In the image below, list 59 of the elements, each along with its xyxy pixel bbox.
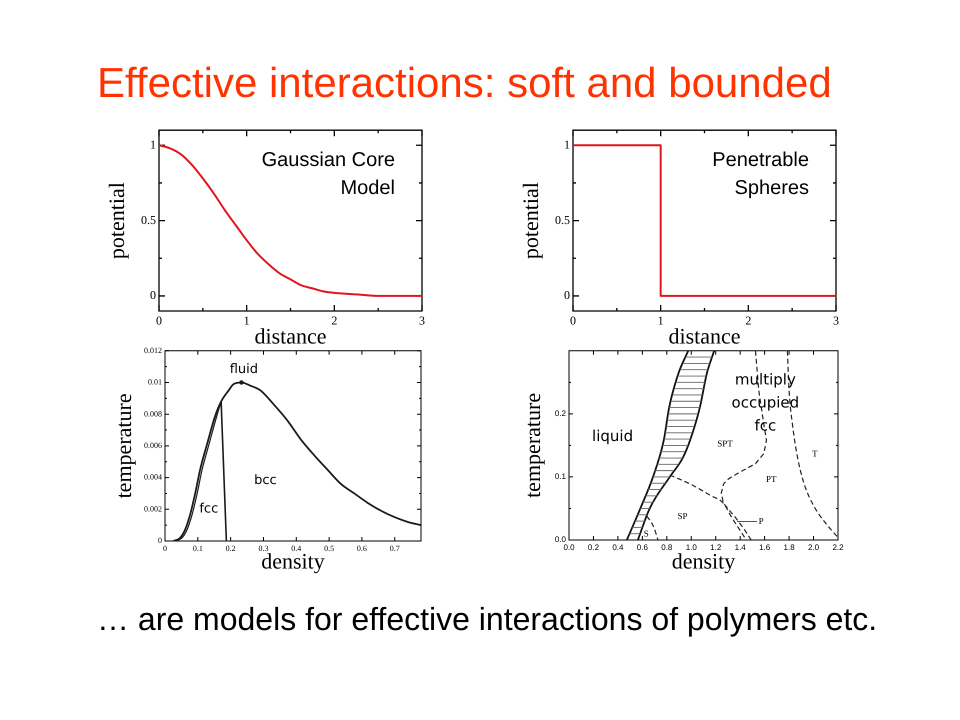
annotation: fcc (199, 502, 218, 517)
annotation: P (758, 516, 764, 526)
y-tick-label: 0.1 (554, 472, 567, 482)
annotation: fluid (230, 362, 258, 378)
x-tick-label: 2 (331, 313, 338, 328)
x-tick-label: 0.5 (324, 544, 334, 553)
x-axis-title: distance (254, 324, 327, 349)
x-tick-label: 0.4 (291, 544, 302, 553)
y-tick-label: 0.004 (144, 472, 162, 482)
y-tick-label: 0 (158, 536, 162, 546)
annotation: T (812, 448, 818, 459)
annotation: multiply occupied fcc (732, 370, 800, 435)
y-tick-label: 0.5 (555, 212, 570, 227)
x-tick-label: 1 (658, 313, 664, 328)
y-tick-label: 0 (150, 288, 156, 302)
text: Effective interactions: soft and bounded (97, 59, 832, 107)
y-axis-title: potential (104, 182, 129, 260)
y-tick-label: 0.5 (141, 212, 156, 227)
x-tick-label: 0.2 (588, 543, 600, 552)
y-axis-title: temperature (520, 392, 545, 498)
x-tick-label: 1.6 (759, 543, 771, 552)
x-tick-label: 2.2 (832, 543, 844, 552)
text: Gaussian Core Model (262, 149, 395, 200)
x-tick-label: 0.6 (636, 543, 648, 552)
x-tick-label: 0.1 (192, 544, 203, 553)
y-tick-label: 1 (564, 137, 570, 152)
annotation: PT (766, 474, 778, 484)
y-tick-label: 0.0 (554, 535, 567, 544)
x-tick-label: 1 (244, 313, 250, 328)
y-tick-label: 0.008 (144, 409, 162, 418)
y-tick-label: 0.012 (144, 346, 162, 355)
x-tick-label: 2 (745, 313, 752, 328)
text: … are models for effective interactions of polymers etc. (97, 601, 878, 638)
x-tick-label: 3 (833, 313, 839, 328)
x-tick-label: 3 (419, 313, 425, 328)
y-axis-title: temperature (110, 393, 136, 498)
x-axis-title: distance (668, 324, 741, 349)
x-tick-label: 1.8 (784, 543, 796, 552)
x-tick-label: 0.7 (390, 544, 400, 553)
annotation: bcc (254, 473, 277, 488)
y-tick-label: 0 (564, 288, 570, 302)
annotation: SP (678, 511, 688, 522)
x-tick-label: 0.3 (258, 544, 268, 553)
x-tick-label: 0.8 (661, 543, 673, 552)
x-tick-label: 1.4 (734, 543, 746, 552)
x-tick-label: 2.0 (808, 543, 820, 552)
x-tick-label: 0.2 (226, 544, 236, 553)
x-tick-label: 0.4 (612, 543, 624, 552)
annotation: liquid (592, 427, 634, 446)
y-tick-label: 0.006 (144, 440, 162, 450)
text: Penetrable Spheres (712, 149, 809, 200)
annotation: S (644, 528, 649, 539)
y-axis-title: potential (518, 182, 543, 260)
annotation: SPT (717, 438, 734, 448)
y-tick-label: 0.002 (144, 504, 162, 514)
y-tick-label: 0.2 (554, 409, 567, 418)
x-tick-label: 0.6 (356, 544, 367, 553)
y-tick-label: 0.01 (148, 378, 162, 387)
y-tick-label: 1 (150, 137, 156, 152)
